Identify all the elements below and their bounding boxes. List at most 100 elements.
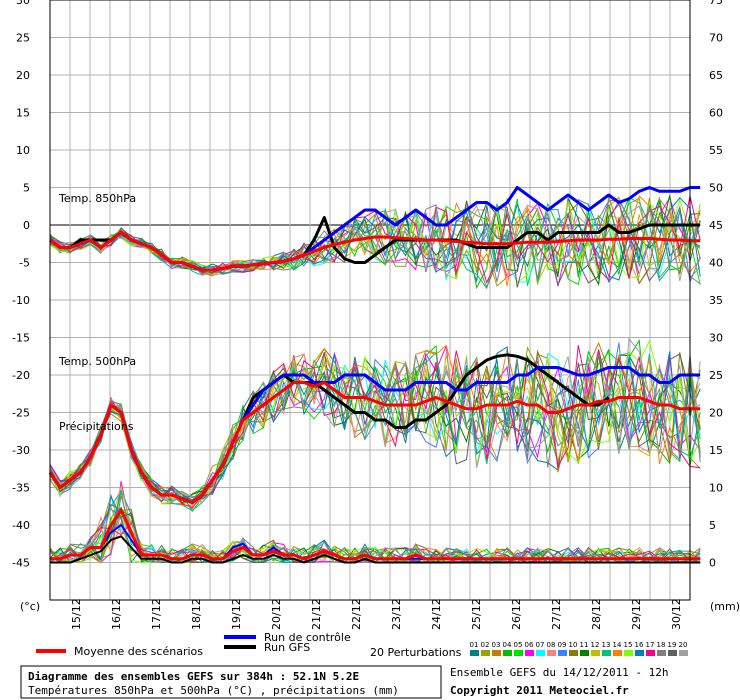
left-tick-label: -35 xyxy=(12,482,30,495)
right-tick-label: 35 xyxy=(709,294,723,307)
perturbation-id-label: 18 xyxy=(657,641,666,649)
perturbation-id-label: 02 xyxy=(481,641,490,649)
perturbation-legend: 01 02 03 04 05 06 07 08 09 10 11 12 13 14 15 16 17 18 19 20 xyxy=(470,641,688,656)
perturbation-id-label: 10 xyxy=(569,641,578,649)
perturbation-id-label: 06 xyxy=(525,641,534,649)
series-layer xyxy=(48,186,701,564)
right-tick-label: 45 xyxy=(709,219,723,232)
right-tick-label: 30 xyxy=(709,332,723,345)
perturbation-swatch xyxy=(624,650,633,656)
x-tick-label: 27/12 xyxy=(550,598,563,630)
left-tick-label: -25 xyxy=(12,407,30,420)
x-tick-label: 29/12 xyxy=(630,598,643,630)
legend-control-label: Run de contrôle xyxy=(264,631,351,644)
precip-mean-line xyxy=(50,508,701,561)
x-tick-label: 17/12 xyxy=(150,598,163,630)
x-tick-label: 16/12 xyxy=(110,598,123,630)
perturbation-id-label: 04 xyxy=(503,641,512,649)
right-tick-label: 20 xyxy=(709,407,723,420)
perturbation-line xyxy=(49,344,701,506)
x-axis-ticks: 15/12 16/12 17/12 18/12 19/12 20/12 21/12 22/12… xyxy=(70,598,683,630)
perturbation-id-label: 12 xyxy=(591,641,600,649)
right-tick-label: 15 xyxy=(709,444,723,457)
perturbation-id-label: 17 xyxy=(646,641,655,649)
right-tick-label: 70 xyxy=(709,32,723,45)
annotation-t850: Temp. 850hPa xyxy=(58,192,136,205)
right-tick-label: 10 xyxy=(709,482,723,495)
left-tick-label: -45 xyxy=(12,557,30,570)
legend-gfs-label: Run GFS xyxy=(264,641,310,654)
right-tick-label: 60 xyxy=(709,107,723,120)
right-axis-unit: (mm) xyxy=(710,600,740,613)
legend-mean-label: Moyenne des scénarios xyxy=(74,645,203,658)
right-tick-label: 25 xyxy=(709,369,723,382)
perturbation-id-label: 11 xyxy=(580,641,589,649)
annotation-t500: Temp. 500hPa xyxy=(58,355,136,368)
perturbation-line xyxy=(49,195,701,286)
perturbation-swatch xyxy=(481,650,490,656)
perturbation-swatch xyxy=(525,650,534,656)
chart-subtitle: Températures 850hPa et 500hPa (°C) , pré… xyxy=(28,684,399,697)
perturbation-id-label: 01 xyxy=(470,641,479,649)
chart-title: Diagramme des ensembles GEFS sur 384h : … xyxy=(28,670,359,683)
x-tick-label: 30/12 xyxy=(670,598,683,630)
perturbation-swatch xyxy=(547,650,556,656)
perturbation-swatch xyxy=(602,650,611,656)
grid xyxy=(50,0,690,600)
perturbation-id-label: 07 xyxy=(536,641,545,649)
plot-frame xyxy=(49,0,691,601)
perturbation-id-label: 08 xyxy=(547,641,556,649)
x-tick-label: 15/12 xyxy=(70,598,83,630)
perturbation-swatch xyxy=(492,650,501,656)
ensemble-info: Ensemble GEFS du 14/12/2011 - 12h xyxy=(450,666,669,679)
x-tick-label: 25/12 xyxy=(470,598,483,630)
right-tick-label: 40 xyxy=(709,257,723,270)
right-tick-label: 65 xyxy=(709,69,723,82)
x-tick-label: 24/12 xyxy=(430,598,443,630)
left-tick-label: -20 xyxy=(12,369,30,382)
left-tick-label: -30 xyxy=(12,444,30,457)
left-tick-label: 25 xyxy=(16,32,30,45)
right-tick-label: 5 xyxy=(709,519,716,532)
left-tick-label: -10 xyxy=(12,294,30,307)
perturbation-swatch xyxy=(580,650,589,656)
perturbation-swatch xyxy=(668,650,677,656)
perturbation-swatch xyxy=(679,650,688,656)
perturbation-line xyxy=(49,337,701,503)
perturbation-line xyxy=(49,345,701,508)
perturbation-swatch xyxy=(536,650,545,656)
perturbation-line xyxy=(49,505,701,564)
perturbation-swatch xyxy=(503,650,512,656)
precip-gfs-line xyxy=(50,535,701,564)
perturbation-id-label: 19 xyxy=(668,641,677,649)
perturbation-swatch xyxy=(470,650,479,656)
right-tick-label: 0 xyxy=(709,557,716,570)
perturbation-id-label: 13 xyxy=(602,641,611,649)
left-tick-label: -40 xyxy=(12,519,30,532)
perturbation-id-label: 16 xyxy=(635,641,644,649)
perturbation-id-label: 05 xyxy=(514,641,523,649)
perturbation-id-label: 09 xyxy=(558,641,567,649)
perturbation-swatch xyxy=(646,650,655,656)
legend-perturbations-label: 20 Perturbations xyxy=(370,646,462,659)
x-tick-label: 18/12 xyxy=(190,598,203,630)
perturbation-swatch xyxy=(635,650,644,656)
right-tick-label: 75 xyxy=(709,0,723,7)
perturbation-id-label: 20 xyxy=(679,641,688,649)
left-tick-label: -15 xyxy=(12,332,30,345)
left-axis-ticks: 30 25 20 15 10 5 0 -5 -10 -15 -20 -25 -30 -35 -40 -45 xyxy=(12,0,30,570)
x-tick-label: 23/12 xyxy=(390,598,403,630)
perturbation-swatch xyxy=(613,650,622,656)
perturbation-line xyxy=(49,196,701,290)
perturbation-swatch xyxy=(657,650,666,656)
perturbation-swatch xyxy=(591,650,600,656)
left-tick-label: -5 xyxy=(19,257,30,270)
copyright: Copyright 2011 Meteociel.fr xyxy=(450,684,629,697)
x-tick-label: 20/12 xyxy=(270,598,283,630)
perturbation-id-label: 14 xyxy=(613,641,622,649)
left-tick-label: 20 xyxy=(16,69,30,82)
x-tick-label: 21/12 xyxy=(310,598,323,630)
x-tick-label: 28/12 xyxy=(590,598,603,630)
